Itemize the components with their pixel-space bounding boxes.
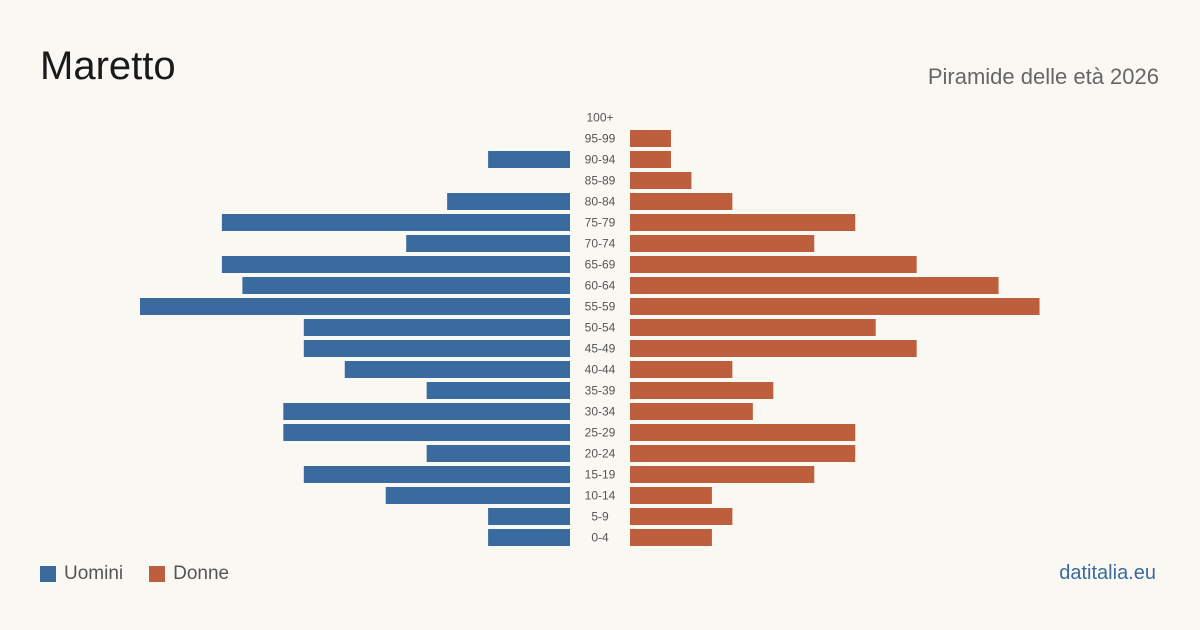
legend-item-women: Donne [149,563,229,585]
bar-men-80-84 [447,193,570,210]
bar-men-45-49 [303,340,570,357]
legend-label-women: Donne [173,563,230,584]
bar-men-65-69 [221,256,570,273]
age-label-80-84: 80-84 [585,195,616,209]
bar-men-40-44 [344,361,570,378]
bar-women-95-99 [630,130,671,147]
bar-men-15-19 [303,466,570,483]
bar-men-20-24 [426,445,570,462]
age-label-0-4: 0-4 [591,531,609,545]
bar-women-0-4 [630,529,712,546]
legend-swatch-men [40,566,56,582]
legend-label-men: Uomini [64,563,124,584]
age-label-85-89: 85-89 [585,174,616,188]
bar-women-5-9 [630,508,733,525]
bar-women-65-69 [630,256,917,273]
age-label-45-49: 45-49 [585,342,616,356]
bar-women-80-84 [630,193,733,210]
age-label-65-69: 65-69 [585,258,616,272]
age-label-10-14: 10-14 [585,489,616,503]
age-label-50-54: 50-54 [585,321,616,335]
legend-swatch-women [149,566,166,582]
page-title: Maretto [40,44,176,88]
age-label-40-44: 40-44 [585,363,616,377]
bar-women-60-64 [630,277,999,294]
age-label-25-29: 25-29 [585,426,616,440]
bar-women-90-94 [630,151,671,168]
bar-women-85-89 [630,172,692,189]
bar-men-35-39 [426,382,570,399]
bar-women-50-54 [630,319,876,336]
age-label-60-64: 60-64 [585,279,616,293]
bar-men-75-79 [221,214,570,231]
legend-item-men: Uomini [40,563,123,585]
bar-men-0-4 [488,529,570,546]
bar-women-70-74 [630,235,815,252]
bar-women-10-14 [630,487,712,504]
chart-subtitle: Piramide delle età 2026 [927,64,1159,89]
bar-women-55-59 [630,298,1040,315]
bar-men-60-64 [242,277,570,294]
bar-men-70-74 [406,235,570,252]
age-label-35-39: 35-39 [585,384,616,398]
bar-men-5-9 [488,508,570,525]
bar-men-10-14 [385,487,570,504]
age-label-90-94: 90-94 [585,153,616,167]
bar-women-15-19 [630,466,815,483]
age-label-70-74: 70-74 [585,237,616,251]
bar-men-90-94 [488,151,570,168]
age-label-20-24: 20-24 [585,447,616,461]
bar-women-40-44 [630,361,733,378]
bar-women-45-49 [630,340,917,357]
age-label-100+: 100+ [586,111,613,125]
age-label-15-19: 15-19 [585,468,616,482]
bar-women-35-39 [630,382,774,399]
bar-women-20-24 [630,445,856,462]
population-pyramid-chart: 100+ 95-99 90-94 85-89 80-84 75-79 70-74 65-69 6… [140,111,1040,546]
bar-women-30-34 [630,403,753,420]
bar-men-55-59 [140,298,570,315]
age-label-5-9: 5-9 [591,510,609,524]
legend: Uomini Donne [40,563,255,585]
bar-men-25-29 [283,424,570,441]
age-label-75-79: 75-79 [585,216,616,230]
bar-women-25-29 [630,424,856,441]
bar-women-75-79 [630,214,856,231]
bar-men-50-54 [303,319,570,336]
age-label-55-59: 55-59 [585,300,616,314]
brand-link[interactable]: datitalia.eu [1059,562,1156,584]
age-label-30-34: 30-34 [585,405,616,419]
bar-men-30-34 [283,403,570,420]
age-label-95-99: 95-99 [585,132,616,146]
